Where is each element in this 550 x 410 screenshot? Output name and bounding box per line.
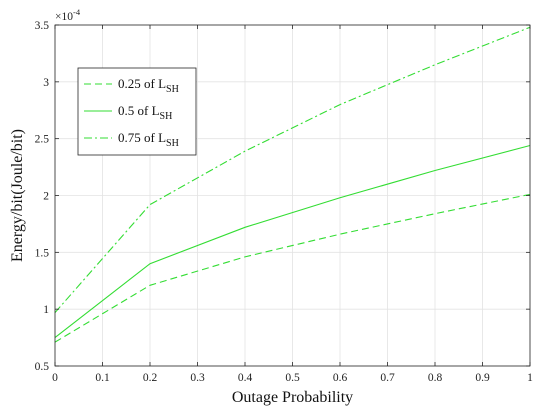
legend-label-text: 0.5 of L <box>118 103 160 118</box>
y-multiplier-base: ×10 <box>55 11 73 23</box>
legend-label: 0.25 of LSH <box>118 76 179 95</box>
y-tick-label: 0.5 <box>35 361 50 373</box>
x-axis-label: Outage Probability <box>232 389 353 406</box>
x-tick-label: 0.2 <box>143 372 158 384</box>
y-tick-label: 3 <box>43 77 49 89</box>
x-tick-label: 0 <box>52 372 58 384</box>
y-tick-label: 3.5 <box>35 20 50 32</box>
x-tick-label: 0.7 <box>380 372 395 384</box>
x-tick-label: 0.9 <box>475 372 490 384</box>
legend-label-text: 0.75 of L <box>118 130 166 145</box>
legend-label-subscript: SH <box>166 138 179 149</box>
legend-label: 0.75 of LSH <box>118 130 179 149</box>
x-tick-label: 1 <box>527 372 533 384</box>
y-multiplier-exponent: -4 <box>73 7 81 17</box>
y-tick-label: 2 <box>43 191 49 203</box>
legend-label: 0.5 of LSH <box>118 103 172 122</box>
y-tick-label: 2.5 <box>35 134 50 146</box>
x-tick-label: 0.1 <box>95 372 110 384</box>
x-tick-label: 0.8 <box>428 372 443 384</box>
x-tick-label: 0.5 <box>285 372 300 384</box>
x-tick-label: 0.3 <box>190 372 205 384</box>
x-axis-ticks: 0 0.1 0.2 0.3 0.4 0.5 0.6 0.7 0.8 0.9 1 <box>52 25 533 384</box>
y-axis-multiplier: ×10-4 <box>55 7 81 23</box>
legend-label-subscript: SH <box>160 111 173 122</box>
legend-label-subscript: SH <box>166 84 179 95</box>
y-tick-label: 1.5 <box>35 247 50 259</box>
y-tick-label: 1 <box>43 304 49 316</box>
legend-label-text: 0.25 of L <box>118 76 166 91</box>
y-axis-label: Energy/bit(Joule/bit) <box>9 129 26 262</box>
series-line-3 <box>54 26 531 313</box>
x-tick-label: 0.6 <box>333 372 348 384</box>
series-lines <box>54 26 531 343</box>
series-line-1 <box>54 193 531 343</box>
series-line-2 <box>54 144 531 339</box>
x-tick-label: 0.4 <box>238 372 253 384</box>
y-axis-ticks: 0.5 1 1.5 2 2.5 3 3.5 <box>35 20 530 373</box>
